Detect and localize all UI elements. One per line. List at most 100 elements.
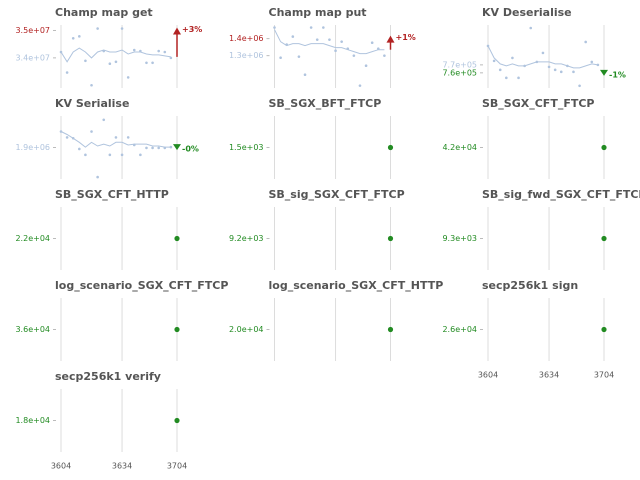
change-label: +1%: [396, 33, 416, 42]
data-point: [157, 49, 160, 53]
data-point: [529, 26, 533, 30]
panel-title: KV Serialise: [55, 97, 129, 110]
last-point: [173, 27, 181, 35]
y-tick-label: 1.3e+06: [229, 51, 264, 60]
panel-title: Champ map get: [55, 6, 153, 19]
y-tick-label: 9.3e+03: [442, 234, 477, 243]
data-point: [505, 76, 508, 80]
panel-title: secp256k1 verify: [55, 370, 161, 383]
data-point: [84, 153, 87, 157]
data-point: [517, 76, 520, 80]
x-tick-label: 3634: [539, 371, 559, 380]
data-point: [285, 43, 289, 46]
data-point: [273, 26, 276, 29]
data-point: [346, 47, 350, 50]
data-point: [126, 136, 130, 139]
data-point: [498, 68, 502, 72]
data-point: [572, 70, 575, 74]
data-point: [65, 71, 69, 74]
data-point: [59, 130, 63, 133]
data-point: [132, 48, 136, 52]
data-point: [601, 144, 607, 151]
data-point: [387, 235, 394, 242]
y-tick-label: 1.9e+06: [15, 143, 50, 152]
data-point: [596, 63, 600, 67]
x-tick-label: 3634: [112, 462, 132, 471]
data-point: [163, 146, 167, 150]
data-point: [71, 136, 75, 140]
y-tick-label: 7.6e+05: [442, 68, 477, 77]
x-tick-label: 3604: [51, 462, 71, 471]
data-point: [291, 35, 295, 38]
data-point: [174, 417, 180, 424]
y-tick-label: 1.5e+03: [229, 143, 264, 152]
data-point: [541, 51, 545, 55]
data-point: [145, 146, 148, 150]
data-point: [492, 59, 496, 63]
data-point: [139, 49, 142, 53]
panel-title: SB_SGX_CFT_HTTP: [55, 188, 169, 201]
data-point: [584, 40, 587, 44]
data-point: [157, 146, 160, 150]
last-point: [173, 144, 181, 151]
data-point: [90, 83, 93, 87]
data-point: [114, 60, 118, 64]
data-point: [303, 73, 307, 77]
trend-line: [60, 47, 171, 63]
panel-title: Champ map put: [269, 6, 367, 19]
data-point: [340, 40, 343, 43]
data-point: [169, 56, 173, 60]
data-point: [387, 144, 394, 151]
panel-title: log_scenario_SGX_CFT_FTCP: [55, 279, 228, 292]
data-point: [601, 326, 607, 333]
panel-title: SB_sig_SGX_CFT_FTCP: [269, 188, 405, 201]
data-point: [547, 65, 551, 69]
data-point: [486, 44, 490, 48]
data-point: [139, 153, 142, 157]
y-tick-label: 3.5e+07: [15, 26, 50, 35]
change-label: -1%: [609, 70, 626, 79]
data-point: [78, 147, 81, 151]
data-point: [151, 146, 154, 150]
data-point: [169, 145, 173, 149]
data-point: [387, 326, 394, 333]
x-tick-label: 3604: [478, 371, 498, 380]
data-point: [71, 37, 75, 40]
data-point: [126, 76, 130, 79]
data-point: [578, 84, 581, 88]
data-point: [383, 54, 386, 57]
data-point: [559, 70, 563, 74]
data-point: [78, 35, 81, 38]
y-tick-label: 2.2e+04: [15, 234, 50, 243]
y-tick-label: 3.6e+04: [15, 325, 50, 334]
data-point: [174, 235, 180, 242]
panel-title: SB_SGX_BFT_FTCP: [269, 97, 382, 110]
data-point: [108, 153, 112, 157]
trend-line: [60, 131, 171, 148]
data-point: [108, 62, 112, 66]
data-point: [90, 130, 93, 133]
panel-title: secp256k1 sign: [482, 279, 578, 292]
data-point: [174, 326, 180, 333]
data-point: [370, 41, 374, 45]
panel-title: SB_SGX_CFT_FTCP: [482, 97, 594, 110]
data-point: [511, 56, 514, 60]
data-point: [132, 143, 136, 147]
data-point: [102, 118, 106, 122]
data-point: [102, 49, 106, 53]
data-point: [535, 60, 539, 64]
data-point: [364, 64, 368, 67]
y-tick-label: 9.2e+03: [229, 234, 264, 243]
data-point: [566, 64, 569, 68]
panel-title: SB_sig_fwd_SGX_CFT_FTCP: [482, 188, 640, 201]
y-tick-label: 4.2e+04: [442, 143, 477, 152]
trend-line: [274, 29, 385, 55]
data-point: [376, 47, 380, 50]
data-point: [59, 50, 63, 54]
x-tick-label: 3704: [167, 462, 187, 471]
last-point: [386, 35, 395, 43]
change-label: +3%: [182, 25, 202, 34]
data-point: [279, 56, 282, 59]
x-tick-label: 3704: [594, 371, 614, 380]
data-point: [84, 59, 87, 63]
